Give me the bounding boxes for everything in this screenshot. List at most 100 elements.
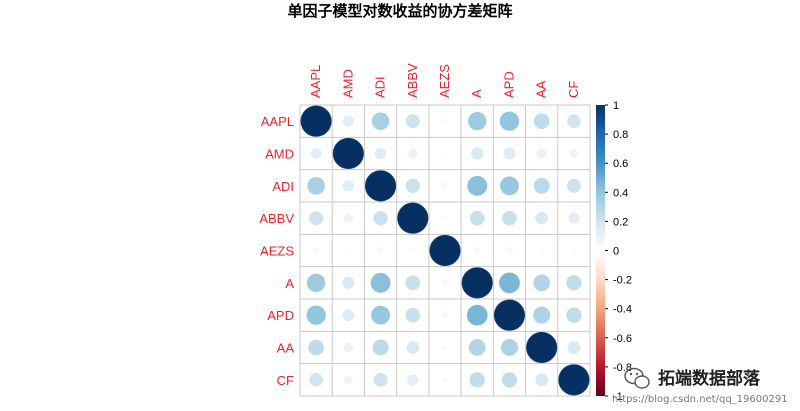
circle-APD-APD: [493, 299, 526, 331]
circle-APD-ADI: [371, 305, 390, 325]
row-label-ABBV: ABBV: [259, 211, 294, 226]
circle-AMD-ADI: [374, 147, 387, 160]
colorbar-tick-label: 0.4: [613, 187, 628, 199]
circle-CF-AEZS: [442, 377, 448, 383]
circle-APD-CF: [566, 307, 582, 323]
circle-AAPL-APD: [499, 111, 520, 131]
column-label-AMD: AMD: [340, 69, 355, 98]
circle-APD-AEZS: [441, 311, 449, 319]
circle-AA-AAPL: [308, 339, 324, 356]
circle-AEZS-AMD: [346, 248, 351, 253]
circle-CF-A: [469, 372, 485, 388]
circle-AMD-AMD: [332, 137, 364, 170]
circle-AA-ABBV: [406, 341, 420, 354]
colorbar-tick-label: 1: [613, 100, 619, 112]
column-label-CF: CF: [566, 81, 581, 98]
circle-ADI-AMD: [342, 180, 355, 192]
circle-CF-CF: [558, 364, 590, 396]
circle-ABBV-A: [469, 210, 485, 226]
circle-CF-AA: [535, 373, 548, 387]
column-label-AAPL: AAPL: [308, 65, 323, 98]
circle-AAPL-AMD: [342, 115, 354, 127]
circle-AAPL-AEZS: [441, 118, 449, 125]
column-label-A: A: [469, 89, 484, 98]
watermark-text: 拓端数据部落: [658, 368, 761, 389]
circle-A-AA: [533, 274, 551, 292]
circle-AEZS-ADI: [377, 247, 384, 254]
circle-AMD-ABBV: [408, 148, 418, 159]
circle-AMD-A: [471, 147, 484, 160]
circle-ADI-APD: [500, 176, 519, 196]
circle-AMD-AEZS: [442, 151, 448, 156]
circle-AAPL-A: [468, 111, 487, 131]
correlation-circles: [300, 105, 590, 396]
column-label-AA: AA: [534, 80, 549, 98]
circle-ADI-CF: [566, 178, 581, 193]
circle-AA-AA: [526, 331, 558, 364]
circle-AMD-APD: [503, 147, 516, 160]
circle-ADI-A: [467, 175, 488, 196]
circle-AA-AEZS: [442, 344, 448, 351]
colorbar-tick-label: 0.2: [613, 216, 628, 228]
circle-APD-AAPL: [306, 305, 326, 325]
circle-A-ABBV: [405, 275, 421, 291]
circle-A-CF: [566, 275, 582, 291]
circle-AEZS-AA: [539, 247, 545, 254]
circle-AA-AMD: [343, 342, 354, 353]
colorbar-tick-label: -0.4: [613, 304, 632, 316]
circle-AEZS-A: [473, 247, 481, 254]
circle-ADI-AEZS: [441, 182, 449, 190]
colorbar: [596, 105, 605, 396]
circle-ABBV-AA: [535, 211, 548, 225]
colorbar-tick-label: 0.8: [613, 129, 628, 141]
row-label-AMD: AMD: [265, 147, 294, 162]
row-label-ADI: ADI: [272, 179, 294, 194]
circle-AA-ADI: [372, 339, 389, 356]
circle-A-ADI: [370, 272, 391, 293]
colorbar-tick-label: -0.6: [613, 333, 632, 345]
circle-AA-CF: [567, 341, 581, 354]
circle-ABBV-AMD: [343, 213, 353, 223]
wechat-icon: [624, 367, 650, 389]
circle-AAPL-AA: [533, 113, 550, 129]
row-labels: AAPL AMD ADI ABBV AEZS A APD AA CF: [259, 114, 294, 388]
circle-A-AAPL: [306, 273, 326, 293]
circle-APD-ABBV: [405, 307, 421, 323]
row-label-CF: CF: [277, 373, 294, 388]
circle-CF-ABBV: [407, 374, 419, 386]
colorbar-tick-label: -0.2: [613, 275, 632, 287]
row-label-A: A: [285, 276, 294, 291]
circle-AEZS-AEZS: [429, 234, 461, 267]
row-label-AAPL: AAPL: [261, 114, 294, 129]
column-label-APD: APD: [501, 71, 516, 98]
circle-AEZS-ABBV: [410, 247, 416, 254]
colorbar-tick-label: -1: [613, 391, 623, 403]
circle-ABBV-AAPL: [309, 211, 324, 226]
circle-AA-A: [468, 339, 486, 356]
circle-AEZS-CF: [571, 247, 577, 254]
circle-AEZS-AAPL: [313, 247, 320, 254]
watermark: 拓端数据部落 https://blog.csdn.net/qq_19600291: [612, 367, 788, 405]
row-label-AA: AA: [277, 341, 295, 356]
circle-CF-AMD: [344, 375, 353, 385]
circle-AEZS-APD: [506, 247, 513, 254]
circle-A-A: [461, 267, 493, 299]
circle-ABBV-ADI: [373, 210, 388, 226]
circle-AAPL-AAPL: [300, 105, 332, 137]
watermark-url: https://blog.csdn.net/qq_19600291: [612, 394, 788, 405]
circle-AMD-CF: [569, 149, 579, 158]
circle-AMD-AA: [536, 148, 547, 159]
circle-AA-APD: [500, 338, 518, 357]
circle-ADI-ABBV: [405, 178, 420, 194]
circle-ABBV-ABBV: [397, 202, 429, 234]
circle-AAPL-CF: [567, 114, 581, 129]
circle-A-AEZS: [441, 279, 449, 287]
colorbar-ticks: 1 0.8 0.6 0.4 0.2 0 -0.2 -0.4 -0.6 -0.8 -1: [605, 100, 632, 403]
circle-ABBV-CF: [568, 212, 580, 224]
circle-CF-ADI: [373, 372, 388, 387]
row-label-APD: APD: [267, 308, 294, 323]
circle-APD-AA: [533, 306, 551, 324]
circle-ABBV-AEZS: [442, 215, 448, 221]
circle-APD-A: [466, 304, 488, 326]
